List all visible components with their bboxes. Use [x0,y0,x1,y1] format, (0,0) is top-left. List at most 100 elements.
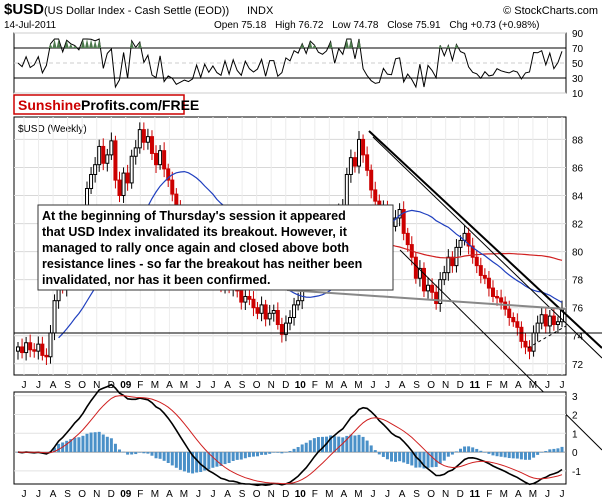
macd-tick-labels: 3 2 1 0 -1 [572,392,581,478]
month-label: D [457,489,464,500]
macd-histogram-bar [361,436,365,453]
macd-histogram-bar [53,447,57,453]
candle-body [405,232,410,246]
macd-histogram-bar [158,452,162,459]
macd-histogram-bar [142,452,146,454]
candle-body [442,272,447,281]
rsi-panel: 90 70 50 30 10 [13,29,584,100]
macd-histogram-bar [398,452,402,462]
candle-body [421,267,426,292]
candle-body [125,172,130,184]
month-label: N [442,380,449,391]
macd-histogram-bar [471,447,475,453]
month-label: M [529,489,537,500]
macd-histogram-bar [170,452,174,466]
macd-histogram-bar [308,440,312,453]
macd-histogram-bar [385,452,389,460]
macd-histogram-bar [191,452,195,474]
month-label: O [253,489,261,500]
candle-body [373,189,378,202]
macd-histogram-bar [251,452,255,457]
month-label: J [211,489,216,500]
price-tick-label: 72 [572,360,584,371]
month-label: A [50,380,57,391]
macd-histogram-bar [154,452,158,459]
candle-body [288,317,292,324]
macd-histogram-bar [491,452,495,456]
price-tick-label: 86 [572,163,584,174]
price-x-axis-labels: J J A S O N D 09 F M A M J J A S O N D 10 F M A M J J A S O N D 11 F M A M J… [22,380,565,391]
macd-histogram-bar [109,438,113,453]
macd-histogram-bar [284,452,288,453]
macd-histogram-bar [373,450,377,453]
candle-body [267,312,272,320]
candle-body [413,256,418,279]
month-label: N [93,380,100,391]
rsi-tick-label: 90 [572,29,584,40]
macd-histogram-bar [182,452,186,472]
macd-histogram-bar [536,452,540,455]
candle-body [44,354,49,358]
macd-histogram-bar [105,436,109,453]
rsi-tick-label: 30 [572,74,584,85]
month-label: J [211,380,216,391]
rsi-tick-label: 10 [572,89,584,100]
month-label: 11 [469,380,480,391]
macd-histogram-bar [414,452,418,468]
rsi-tick-label: 70 [572,44,584,55]
month-label: M [500,489,508,500]
annotation-line-3: managed to rally once again and closed a… [42,241,349,255]
macd-histogram-bar [519,452,523,460]
month-label: F [312,489,318,500]
candle-body [283,322,288,335]
month-label: A [341,489,348,500]
candle-body [348,157,353,175]
macd-histogram-bar [438,452,442,464]
macd-histogram-bar [292,448,296,453]
candle-body [365,154,370,171]
month-label: A [399,380,406,391]
candle-body [555,321,560,326]
month-label: F [312,380,318,391]
candle-body [137,129,142,149]
macd-histogram-bar [89,432,93,453]
macd-histogram-bar [235,452,239,460]
month-label: F [486,380,492,391]
macd-histogram-bar [426,452,430,468]
month-label: D [282,380,289,391]
macd-histogram-bar [101,434,105,453]
month-label: A [341,380,348,391]
month-label: 09 [120,489,132,500]
candle-body [36,343,41,352]
month-label: M [354,489,362,500]
macd-histogram-bar [272,452,276,453]
candle-body [486,277,491,289]
candle-body [551,315,556,326]
price-tick-label: 74 [572,332,584,343]
candle-body [129,155,134,184]
macd-histogram-bar [174,452,178,468]
candle-body [531,332,536,352]
rsi-grid [14,32,566,94]
macd-histogram-bar [203,452,207,471]
month-label: O [78,380,86,391]
month-label: M [151,489,159,500]
chart-symbol: $USD [4,1,44,18]
annotation-line-2: that USD Index invalidated its breakout.… [42,225,348,239]
candle-body [121,172,126,197]
month-label: 10 [295,380,307,391]
month-label: O [427,380,435,391]
month-label: O [78,489,86,500]
macd-histogram-bar [77,437,81,453]
annotation-line-5: invalidated, nor has it been confirmed. [42,273,271,287]
candle-body [535,322,540,334]
candle-body [547,315,552,327]
candle-body [450,256,455,267]
candle-body [344,173,349,208]
rsi-tick-label: 50 [572,59,584,70]
macd-histogram-bar [276,452,280,453]
month-label: S [413,489,420,500]
sunshine-watermark: SunshineProfits.com/FREE [13,94,199,115]
candle-body [430,284,435,293]
